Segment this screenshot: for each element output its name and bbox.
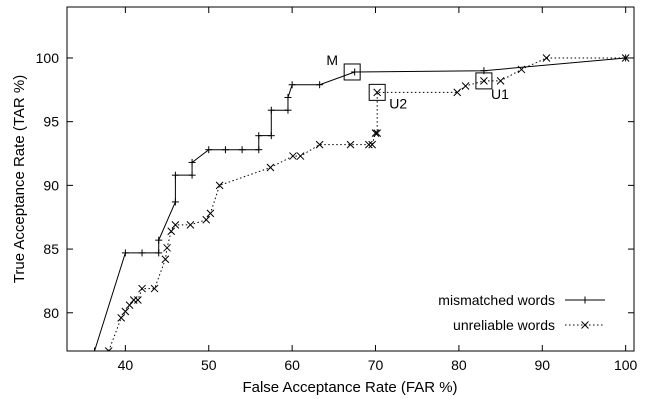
data-point-plus [188,158,196,166]
data-point-plus [121,249,129,257]
data-point-x [373,88,382,97]
data-point-x [215,181,224,190]
data-point-x [117,314,126,322]
annotations: M U2 U1 [326,52,509,111]
x-axis: 40 50 60 70 80 90 100 [118,7,638,373]
data-point-plus [221,146,229,154]
x-axis-label: False Acceptance Rate (FAR %) [242,379,457,396]
data-point-plus [284,106,292,114]
data-point-x [621,54,630,62]
data-point-plus [267,106,275,114]
data-point-x [202,215,211,224]
data-point-x [186,221,195,229]
series-layer [91,54,630,351]
data-point-x [289,152,297,160]
data-point-plus [155,236,163,244]
x-tick-label: 50 [201,357,217,373]
x-tick-label: 100 [614,357,638,373]
data-point-x [296,152,305,160]
plot-frame [66,6,635,352]
legend: mismatched words unreliable words [438,292,605,333]
data-point-plus [284,93,292,101]
data-point-x [315,140,324,149]
x-tick-label: 70 [368,357,384,373]
data-point-plus [138,249,146,257]
data-point-x [517,65,526,74]
y-tick-label: 80 [43,305,59,321]
data-point-x [453,88,462,97]
data-point-x [364,140,373,149]
data-point-x [129,296,138,304]
data-point-x [371,129,380,137]
legend-label-unreliable: unreliable words [453,317,555,333]
data-point-x [167,227,176,236]
data-point-x [125,301,134,309]
highlight-box [368,83,386,101]
data-point-x [161,255,170,264]
data-point-x [373,129,382,137]
data-point-plus [255,146,263,154]
data-point-x [266,163,275,172]
x-tick-label: 80 [451,357,467,373]
data-point-plus [171,198,179,206]
data-point-plus [238,146,246,154]
data-point-plus [91,347,99,351]
data-point-x [346,140,355,149]
data-point-plus [205,146,213,154]
y-axis-label: True Acceptance Rate (TAR %) [11,75,28,283]
data-point-plus [255,132,263,140]
highlight-box [475,72,493,90]
data-point-x [206,209,215,218]
data-point-plus [188,171,196,179]
data-point-x [542,54,551,62]
highlight-label: U2 [389,95,407,111]
legend-sample-mismatched [565,296,605,304]
x-tick-label: 40 [118,357,134,373]
data-point-x [134,296,142,304]
y-tick-label: 90 [43,177,59,193]
data-point-plus [581,296,589,304]
data-point-plus [267,132,275,140]
legend-label-mismatched: mismatched words [438,292,555,308]
data-point-x [163,243,171,252]
data-point-x [480,77,488,85]
y-tick-label: 100 [36,50,60,66]
data-point-x [368,140,377,149]
highlight-label: M [326,52,338,68]
highlight-box [343,63,361,81]
data-point-x [496,77,505,85]
data-point-plus [288,81,296,89]
legend-sample-unreliable [565,321,605,329]
data-point-x [461,82,470,90]
data-point-x [121,307,130,316]
data-point-x [138,284,146,293]
data-point-plus [316,81,324,89]
data-point-plus [155,249,163,257]
data-point-x [104,347,113,351]
x-tick-label: 60 [284,357,300,373]
y-tick-label: 95 [43,114,59,130]
data-point-plus [351,68,359,76]
data-point-x [150,284,159,293]
y-axis: 80 85 90 95 100 [36,50,634,321]
highlight-label: U1 [491,86,509,102]
data-point-x [581,321,589,329]
x-tick-label: 90 [534,357,550,373]
y-tick-label: 85 [43,241,59,257]
data-point-plus [171,171,179,179]
data-point-x [171,221,180,229]
